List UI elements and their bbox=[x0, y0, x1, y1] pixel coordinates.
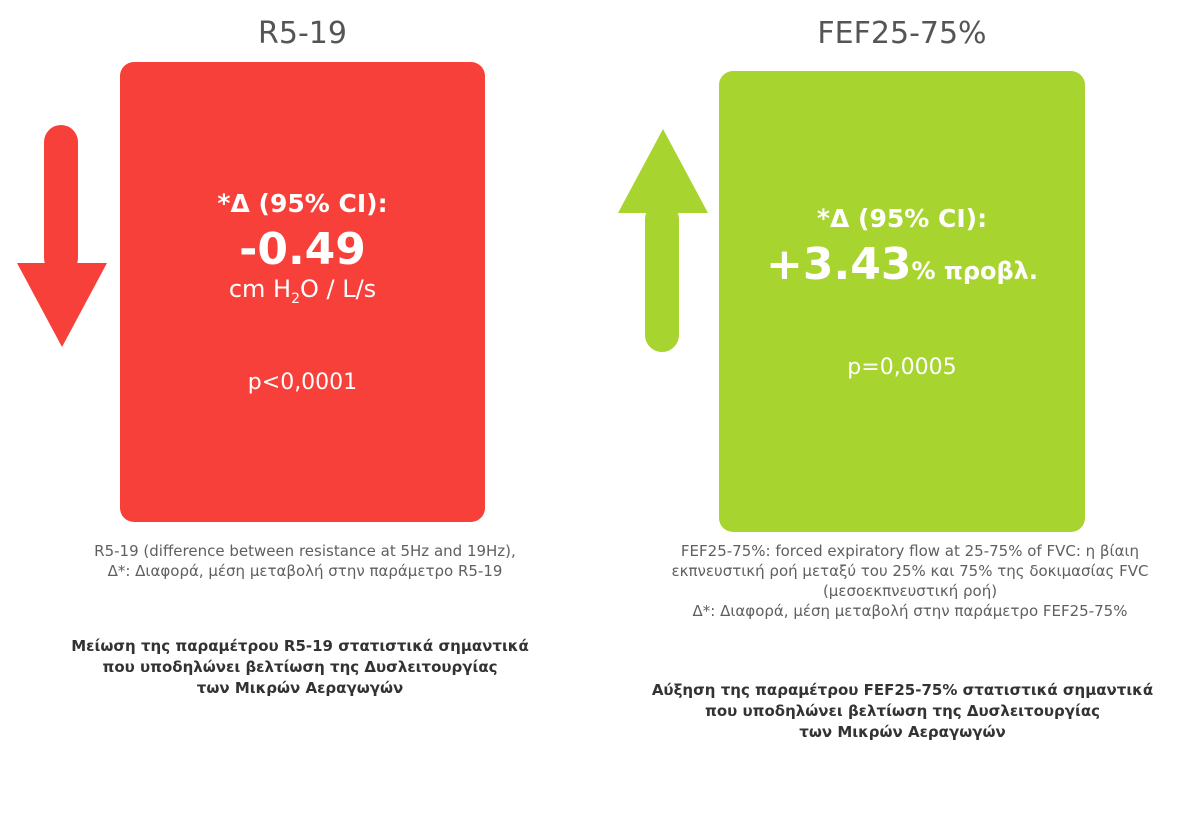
left-summary-line: Μείωση της παραμέτρου R5-19 στατιστικά σ… bbox=[71, 637, 529, 655]
right-value: +3.43 bbox=[766, 239, 912, 290]
right-unit: % προβλ. bbox=[911, 257, 1038, 285]
right-value-row: +3.43% προβλ. bbox=[719, 239, 1085, 290]
right-summary-line: Αύξηση της παραμέτρου FEF25-75% στατιστι… bbox=[651, 681, 1154, 699]
down-arrow-icon bbox=[17, 125, 107, 347]
left-unit-prefix: cm H bbox=[228, 275, 292, 303]
left-value: -0.49 bbox=[239, 224, 366, 275]
right-desc-line: FEF25-75%: forced expiratory flow at 25-… bbox=[680, 542, 1140, 560]
right-card: *Δ (95% CI): +3.43% προβλ. p=0,0005 bbox=[719, 71, 1085, 532]
left-summary-line: που υποδηλώνει βελτίωση της Δυσλειτουργί… bbox=[102, 658, 498, 676]
right-desc-line: (μεσοεκπνευστική ροή) bbox=[822, 582, 998, 600]
left-description: R5-19 (difference between resistance at … bbox=[40, 541, 570, 581]
left-p-value: p<0,0001 bbox=[247, 370, 358, 395]
right-summary-line: των Μικρών Αεραγωγών bbox=[799, 723, 1006, 741]
left-desc-line: R5-19 (difference between resistance at … bbox=[94, 542, 516, 560]
right-summary: Αύξηση της παραμέτρου FEF25-75% στατιστι… bbox=[610, 680, 1195, 743]
right-desc-line: εκπνευστική ροή μεταξύ του 25% και 75% τ… bbox=[671, 562, 1149, 580]
left-title: R5-19 bbox=[258, 16, 347, 51]
right-title: FEF25-75% bbox=[817, 16, 987, 51]
left-delta-label: *Δ (95% CI): bbox=[217, 189, 388, 218]
right-description: FEF25-75%: forced expiratory flow at 25-… bbox=[620, 541, 1200, 621]
left-summary: Μείωση της παραμέτρου R5-19 στατιστικά σ… bbox=[30, 636, 570, 699]
left-unit-suffix: O / L/s bbox=[299, 275, 377, 303]
right-desc-line: Δ*: Διαφορά, μέση μεταβολή στην παράμετρ… bbox=[692, 602, 1128, 620]
up-arrow-icon bbox=[618, 129, 708, 352]
left-card: *Δ (95% CI): -0.49 cm H2O / L/s p<0,0001 bbox=[120, 62, 485, 522]
left-summary-line: των Μικρών Αεραγωγών bbox=[196, 679, 404, 697]
left-unit-sub: 2 bbox=[291, 290, 300, 307]
left-unit: cm H2O / L/s bbox=[120, 275, 485, 307]
right-delta-label: *Δ (95% CI): bbox=[816, 204, 988, 233]
left-desc-line: Δ*: Διαφορά, μέση μεταβολή στην παράμετρ… bbox=[107, 562, 503, 580]
right-p-value: p=0,0005 bbox=[847, 355, 957, 380]
right-summary-line: που υποδηλώνει βελτίωση της Δυσλειτουργί… bbox=[704, 702, 1101, 720]
